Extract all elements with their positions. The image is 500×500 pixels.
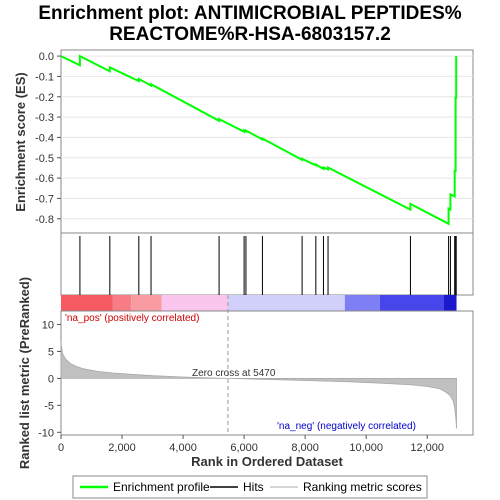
ranked-y-tick-label: 10 xyxy=(42,319,54,331)
color-bar-segment xyxy=(379,295,445,311)
ranked-panel-frame xyxy=(60,310,474,436)
es-y-tick-label: -0.2 xyxy=(35,92,54,104)
es-y-tick-label: 0.0 xyxy=(39,51,54,63)
color-bar-segment xyxy=(131,295,162,311)
es-y-ticks: 0.0 -0.1 -0.2 -0.3 -0.4 -0.5 -0.6 -0.7 -0.8 xyxy=(35,51,61,226)
es-y-tick-label: -0.3 xyxy=(35,112,54,124)
na-neg-annotation: 'na_neg' (negatively correlated) xyxy=(277,421,416,432)
legend-label: Hits xyxy=(243,480,264,494)
es-y-tick-label: -0.7 xyxy=(35,193,54,205)
legend-label: Enrichment profile xyxy=(113,480,210,494)
es-y-tick-label: -0.8 xyxy=(35,214,54,226)
ranking-metric-area xyxy=(60,342,457,429)
color-bar-segment xyxy=(161,295,228,311)
chart-title-line1: Enrichment plot: ANTIMICROBIAL PEPTIDES% xyxy=(38,3,461,24)
color-bar-segment xyxy=(61,295,113,311)
ranked-y-axis-label: Ranked list metric (PreRanked) xyxy=(17,277,32,469)
es-y-tick-label: -0.5 xyxy=(35,153,54,165)
ranked-metric-series xyxy=(60,342,457,429)
es-y-tick-label: -0.6 xyxy=(35,173,54,185)
hits-panel-frame xyxy=(60,232,474,296)
es-y-axis-label: Enrichment score (ES) xyxy=(13,72,28,211)
legend-label: Ranking metric scores xyxy=(303,480,422,494)
x-tick-label: 2,000 xyxy=(108,442,136,454)
es-y-tick-label: -0.4 xyxy=(35,132,54,144)
ranked-y-tick-label: 0 xyxy=(48,373,54,385)
enrichment-profile-line xyxy=(60,54,458,226)
ranked-y-tick-label: 5 xyxy=(48,346,54,358)
ranked-y-tick-label: -5 xyxy=(44,400,54,412)
x-tick-label: 12,000 xyxy=(410,442,444,454)
hit-markers xyxy=(79,236,457,295)
color-bar-segment xyxy=(112,295,132,311)
color-bar-segment xyxy=(344,295,380,311)
x-tick-label: 4,000 xyxy=(169,442,197,454)
legend: Enrichment profile Hits Ranking metric sco… xyxy=(80,480,422,494)
es-y-tick-label: -0.1 xyxy=(35,71,54,83)
x-tick-label: 10,000 xyxy=(349,442,383,454)
x-axis-label: Rank in Ordered Dataset xyxy=(191,454,343,469)
es-series xyxy=(60,54,458,226)
x-axis-ticks: 0 2,000 4,000 6,000 8,000 10,000 12,000 xyxy=(58,435,444,454)
rank-color-bar xyxy=(61,295,457,311)
chart-title-line2: REACTOME%R-HSA-6803157.2 xyxy=(109,24,391,45)
color-bar-segment xyxy=(227,295,345,311)
x-tick-label: 0 xyxy=(58,442,64,454)
color-bar-segment xyxy=(444,295,457,311)
legend-box xyxy=(72,475,428,499)
x-tick-label: 6,000 xyxy=(230,442,258,454)
ranked-y-tick-label: -10 xyxy=(38,427,54,439)
ranked-y-ticks: 10 5 0 -5 -10 xyxy=(38,319,61,439)
x-tick-label: 8,000 xyxy=(291,442,319,454)
na-pos-annotation: 'na_pos' (positively correlated) xyxy=(65,313,199,324)
zero-cross-annotation: Zero cross at 5470 xyxy=(192,368,276,379)
